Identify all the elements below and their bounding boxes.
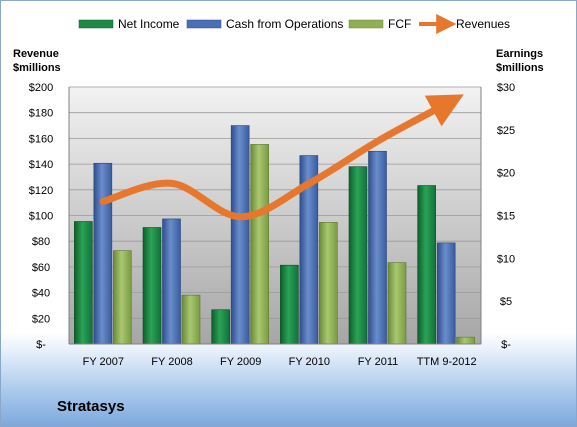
bar-fcf xyxy=(387,262,407,345)
right-axis-title-line1: Earnings xyxy=(496,48,543,60)
bar-cash-from-operations xyxy=(230,125,250,345)
gridlines xyxy=(69,86,481,345)
right-tick-label: $5 xyxy=(500,296,512,308)
legend: Net Income Cash from Operations FCF Reve… xyxy=(78,14,510,34)
legend-swatch-fcf xyxy=(348,19,384,29)
right-tick-label: $10 xyxy=(497,253,515,265)
bar-cash-from-operations xyxy=(436,242,456,345)
legend-label-cash-ops: Cash from Operations xyxy=(226,17,343,31)
bar-cash-from-operations xyxy=(93,162,113,345)
left-tick-label: $40 xyxy=(32,288,50,300)
legend-label-revenues: Revenues xyxy=(456,17,510,31)
left-tick-label: $80 xyxy=(32,236,50,248)
left-axis-title-line1: Revenue xyxy=(13,48,59,60)
bar-net-income xyxy=(142,227,162,345)
x-tick-label: FY 2007 xyxy=(83,356,124,368)
right-tick-label: $- xyxy=(501,339,511,351)
right-tick-label: $25 xyxy=(497,125,515,137)
legend-label-fcf: FCF xyxy=(388,17,411,31)
right-tick-label: $20 xyxy=(497,168,515,180)
left-axis-title-line2: $millions xyxy=(13,62,61,74)
bar-net-income xyxy=(417,185,436,345)
left-tick-label: $180 xyxy=(29,108,53,120)
revenue-point xyxy=(102,200,104,202)
bar-fcf xyxy=(250,144,269,345)
bar-fcf xyxy=(113,250,132,345)
left-tick-label: $140 xyxy=(29,159,53,171)
x-tick-label: FY 2009 xyxy=(220,356,261,368)
bar-net-income xyxy=(211,309,230,345)
bar-fcf xyxy=(456,336,475,345)
bar-fcf xyxy=(181,294,201,345)
bar-cash-from-operations xyxy=(368,150,387,345)
x-tick-label: FY 2010 xyxy=(289,356,330,368)
legend-swatch-net-income xyxy=(78,19,114,29)
bar-fcf xyxy=(319,222,338,345)
x-tick-label: FY 2008 xyxy=(151,356,192,368)
x-tick-label: FY 2011 xyxy=(358,356,399,368)
bar-net-income xyxy=(74,221,93,345)
revenue-line xyxy=(99,94,464,221)
bars xyxy=(74,125,475,345)
right-axis-title-line2: $millions xyxy=(496,62,544,74)
bar-cash-from-operations xyxy=(162,218,181,345)
left-tick-label: $60 xyxy=(32,262,50,274)
bar-net-income xyxy=(348,166,368,345)
revenue-point xyxy=(240,216,242,218)
right-tick-label: $15 xyxy=(497,211,515,223)
left-tick-label: $160 xyxy=(29,133,53,145)
legend-label-net-income: Net Income xyxy=(118,17,180,31)
axes: $- $20 $40 $60 $80 $100 $120 $140 $160 $180 $200 $-… xyxy=(29,82,515,368)
right-tick-label: $30 xyxy=(497,82,515,94)
left-tick-label: $- xyxy=(36,339,46,351)
revenue-point xyxy=(377,140,379,142)
left-tick-label: $120 xyxy=(29,185,53,197)
x-tick-label: TTM 9-2012 xyxy=(417,356,477,368)
left-tick-label: $20 xyxy=(32,313,50,325)
revenue-point xyxy=(446,103,448,105)
left-tick-label: $200 xyxy=(29,82,53,94)
revenue-point xyxy=(308,182,310,184)
legend-swatch-cash-ops xyxy=(186,19,222,29)
bar-net-income xyxy=(280,264,299,345)
company-name: Stratasys xyxy=(57,398,125,415)
revenue-point xyxy=(171,182,173,184)
left-tick-label: $100 xyxy=(29,211,53,223)
revenue-line-path xyxy=(99,94,464,221)
